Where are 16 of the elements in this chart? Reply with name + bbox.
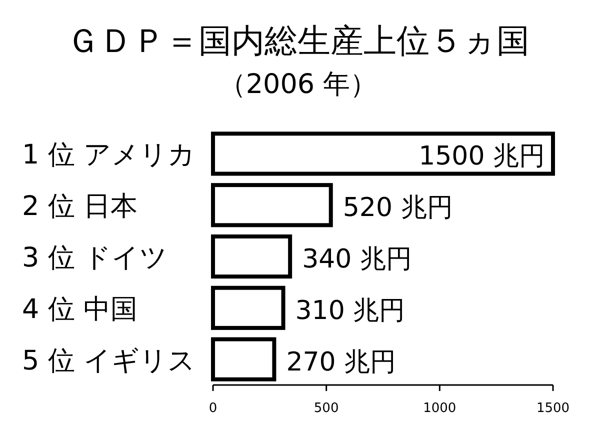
data-label: 340 兆円 bbox=[302, 244, 412, 274]
data-label: 520 兆円 bbox=[342, 193, 453, 224]
y-tick-label: 3 位 ドイツ bbox=[22, 242, 168, 274]
y-tick-label: 2 位 日本 bbox=[22, 191, 138, 222]
y-tick-label: 4 位 中国 bbox=[22, 294, 138, 325]
x-tick-label: 1000 bbox=[423, 401, 456, 416]
y-tick-label: 1 位 アメリカ bbox=[22, 140, 196, 171]
data-label: 270 兆円 bbox=[286, 347, 396, 378]
chart-subtitle: （2006 年） bbox=[218, 69, 378, 100]
x-tick-label: 0 bbox=[208, 401, 218, 416]
x-tick-label: 500 bbox=[314, 401, 339, 416]
y-tick-label: 5 位 イギリス bbox=[22, 345, 196, 376]
data-label: 1500 兆円 bbox=[418, 142, 545, 172]
chart-title: ＧＤＰ＝国内総生産上位５ヵ国 bbox=[66, 21, 530, 60]
x-tick-label: 1500 bbox=[536, 401, 570, 416]
data-label: 310 兆円 bbox=[295, 296, 406, 326]
